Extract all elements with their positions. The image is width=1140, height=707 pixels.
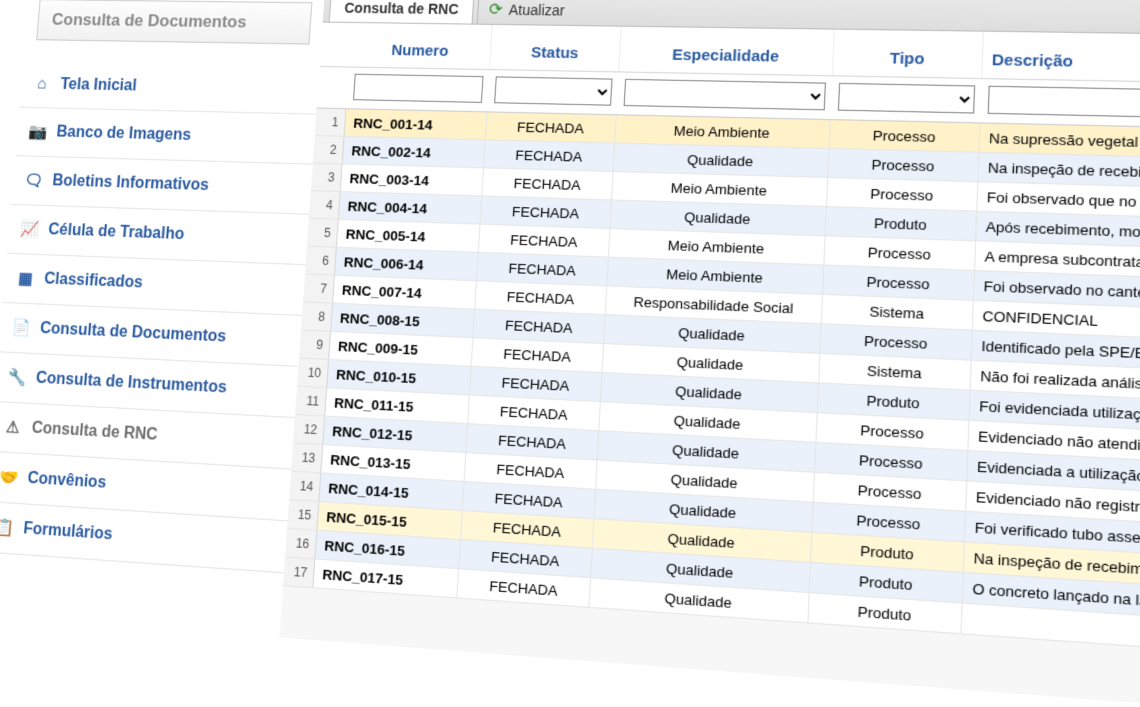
main-panel: Consulta de RNC ⟳ Atualizar NumeroStatus… xyxy=(279,0,1140,707)
filter-cell-descricao xyxy=(981,86,1140,119)
row-number: 8 xyxy=(301,302,333,330)
cell-status: FECHADA xyxy=(481,196,613,228)
filter-cell-status xyxy=(488,76,619,106)
row-number: 11 xyxy=(295,387,327,416)
cell-numero: RNC_003-14 xyxy=(341,164,484,195)
tab-consulta-rnc[interactable]: Consulta de RNC xyxy=(329,0,475,24)
cell-status: FECHADA xyxy=(479,225,611,257)
filter-numero[interactable] xyxy=(353,74,484,103)
handshake-icon: 🤝 xyxy=(0,467,19,489)
grid-icon: ▦ xyxy=(15,268,35,289)
column-header-descricao[interactable]: Descrição xyxy=(982,32,1140,83)
filter-cell-especialidade xyxy=(617,79,832,111)
sidebar-item-label: Consulta de Documentos xyxy=(39,320,226,347)
row-number: 9 xyxy=(299,330,331,358)
row-number: 13 xyxy=(291,443,323,472)
cell-especialidade: Meio Ambiente xyxy=(615,115,831,148)
row-number: 17 xyxy=(283,557,315,587)
cell-status: FECHADA xyxy=(474,310,606,343)
cell-status: FECHADA xyxy=(484,140,615,171)
camera-icon: 📷 xyxy=(28,122,48,142)
cell-numero: RNC_005-14 xyxy=(337,220,481,252)
row-number: 6 xyxy=(305,247,337,275)
filter-especialidade[interactable] xyxy=(624,79,826,111)
sidebar-header-button[interactable]: Consulta de Documentos xyxy=(36,0,312,45)
cell-tipo: Processo xyxy=(823,266,975,300)
row-number: 16 xyxy=(285,529,317,559)
cell-status: FECHADA xyxy=(486,112,617,142)
cell-numero: RNC_004-14 xyxy=(339,192,482,224)
row-number: 5 xyxy=(307,219,339,247)
row-number: 3 xyxy=(311,164,343,192)
cell-tipo: Processo xyxy=(827,178,978,211)
column-header-tipo[interactable]: Tipo xyxy=(833,30,984,78)
filter-cell-numero xyxy=(347,74,490,103)
row-number: 14 xyxy=(289,472,321,501)
sidebar-item-label: Convênios xyxy=(27,469,107,492)
refresh-icon: ⟳ xyxy=(488,0,503,19)
column-header-numero[interactable]: Numero xyxy=(349,23,493,69)
home-icon: ⌂ xyxy=(32,76,52,94)
sidebar-item-label: Consulta de RNC xyxy=(31,419,158,445)
sidebar-item-banco-de-imagens[interactable]: 📷 Banco de Imagens xyxy=(15,108,316,165)
comments-icon: 🗨 xyxy=(24,170,44,190)
sidebar-item-tela-inicial[interactable]: ⌂ Tela Inicial xyxy=(19,62,319,115)
cell-numero: RNC_001-14 xyxy=(345,109,488,139)
sidebar-item-label: Banco de Imagens xyxy=(56,124,192,145)
wrench-icon: 🔧 xyxy=(7,367,28,388)
cell-tipo: Produto xyxy=(826,207,978,240)
sidebar-item-label: Consulta de Instrumentos xyxy=(35,369,227,397)
sidebar-item-label: Célula de Trabalho xyxy=(48,221,185,244)
cell-tipo: Processo xyxy=(824,236,976,270)
cell-status: FECHADA xyxy=(477,253,609,285)
sidebar-header-label: Consulta de Documentos xyxy=(51,10,247,31)
row-number: 10 xyxy=(297,359,329,388)
sidebar: Consulta de Documentos ⌂ Tela Inicial 📷 Ban… xyxy=(0,0,325,637)
filter-tipo[interactable] xyxy=(838,83,975,114)
cell-status: FECHADA xyxy=(482,168,613,199)
sidebar-item-label: Classificados xyxy=(43,270,143,292)
row-number: 1 xyxy=(315,109,347,136)
refresh-label: Atualizar xyxy=(508,1,565,18)
column-header-especialidade[interactable]: Especialidade xyxy=(619,27,835,76)
column-header-status[interactable]: Status xyxy=(490,25,622,72)
cell-numero: RNC_006-14 xyxy=(335,248,479,280)
cell-numero: RNC_002-14 xyxy=(343,137,486,168)
row-number: 4 xyxy=(309,191,341,219)
form-icon: 📋 xyxy=(0,517,15,539)
linechart-icon: 📈 xyxy=(19,219,39,240)
row-number: 2 xyxy=(313,136,345,163)
filter-cell-tipo xyxy=(831,83,982,114)
sidebar-item-label: Formulários xyxy=(23,520,113,545)
warning-icon: ⚠ xyxy=(3,417,24,438)
tab-label: Consulta de RNC xyxy=(344,0,459,17)
sidebar-item-label: Tela Inicial xyxy=(60,76,137,95)
cell-tipo: Processo xyxy=(828,149,979,181)
refresh-button[interactable]: ⟳ Atualizar xyxy=(477,0,576,24)
filter-descricao[interactable] xyxy=(988,86,1140,119)
filter-status[interactable] xyxy=(494,76,612,105)
table-body: 1RNC_001-14FECHADAMeio AmbienteProcessoN… xyxy=(283,109,1140,652)
row-number: 15 xyxy=(287,500,319,529)
row-number: 7 xyxy=(303,275,335,303)
cell-descricao: Na supressão vegetal da c xyxy=(979,123,1140,157)
sidebar-item-label: Boletins Informativos xyxy=(52,172,210,195)
cell-status: FECHADA xyxy=(475,281,607,314)
row-number: 12 xyxy=(293,415,325,444)
document-icon: 📄 xyxy=(11,317,32,338)
cell-tipo: Processo xyxy=(830,120,981,152)
